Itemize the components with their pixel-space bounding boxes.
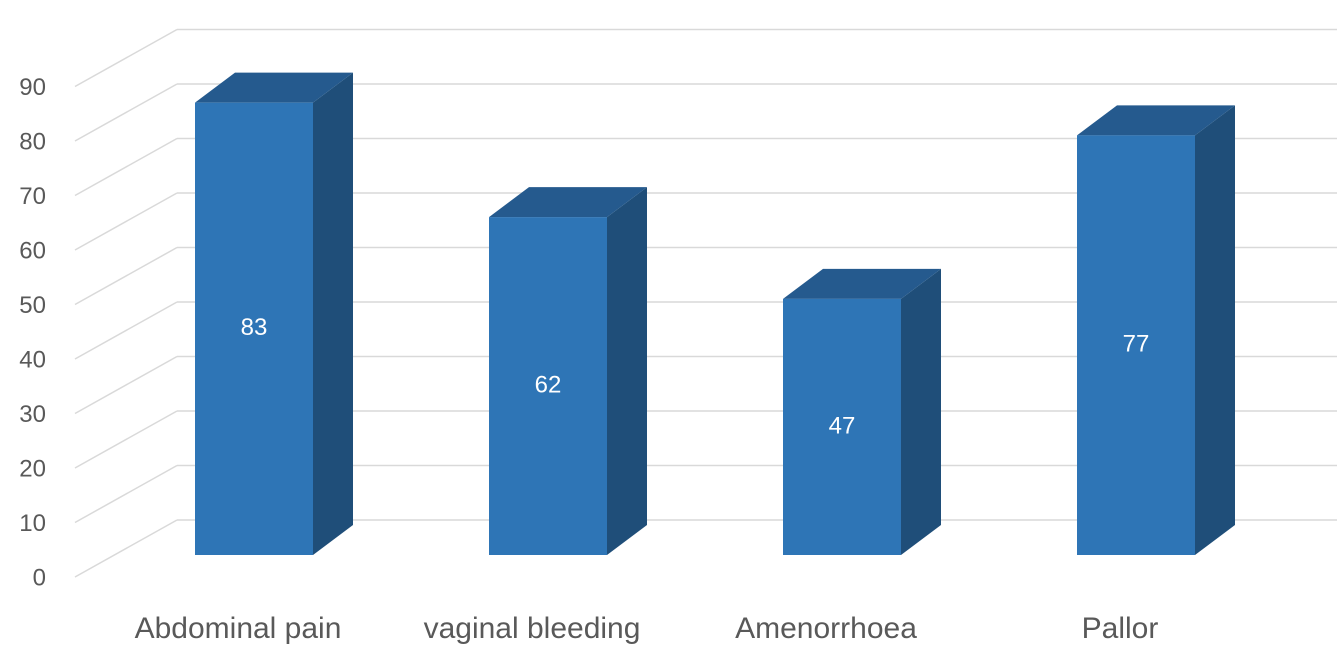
data-label: 77: [1123, 331, 1150, 358]
grid-line: [74, 246, 178, 306]
bar-top: [489, 187, 647, 218]
grid-line: [74, 28, 178, 88]
x-tick-label: Abdominal pain: [135, 612, 342, 645]
bar: [195, 102, 313, 556]
bar-side: [313, 72, 353, 556]
grid-line: [74, 83, 178, 142]
y-tick-label: 10: [19, 510, 46, 537]
bar-top: [195, 72, 353, 103]
y-tick-label: 20: [19, 455, 46, 482]
y-tick-label: 80: [19, 128, 46, 155]
bar-top: [783, 268, 941, 299]
bar-side: [901, 268, 941, 555]
x-tick-label: Amenorrhoea: [735, 612, 917, 645]
bar: [489, 217, 607, 555]
x-tick-label: Pallor: [1082, 612, 1159, 645]
grid-line: [74, 301, 178, 360]
grid-line: [74, 137, 178, 197]
grid-line: [74, 519, 178, 578]
data-label: 62: [535, 371, 562, 398]
bar-side: [607, 187, 647, 555]
x-tick-label: vaginal bleeding: [424, 612, 641, 645]
y-tick-label: 70: [19, 183, 46, 210]
data-label: 47: [829, 412, 856, 439]
bar-top: [1077, 105, 1235, 136]
y-tick-label: 0: [33, 564, 46, 591]
y-tick-label: 90: [19, 74, 46, 101]
grid-line: [74, 410, 178, 469]
bar-side: [1195, 105, 1235, 555]
y-tick-label: 30: [19, 401, 46, 428]
bar: [1077, 135, 1195, 555]
y-tick-label: 50: [19, 292, 46, 319]
grid-line: [74, 464, 178, 524]
data-label: 83: [241, 314, 268, 341]
y-tick-label: 60: [19, 237, 46, 264]
bar: [783, 298, 901, 555]
grid-line: [74, 192, 178, 251]
y-tick-label: 40: [19, 346, 46, 373]
grid-line: [74, 355, 178, 415]
